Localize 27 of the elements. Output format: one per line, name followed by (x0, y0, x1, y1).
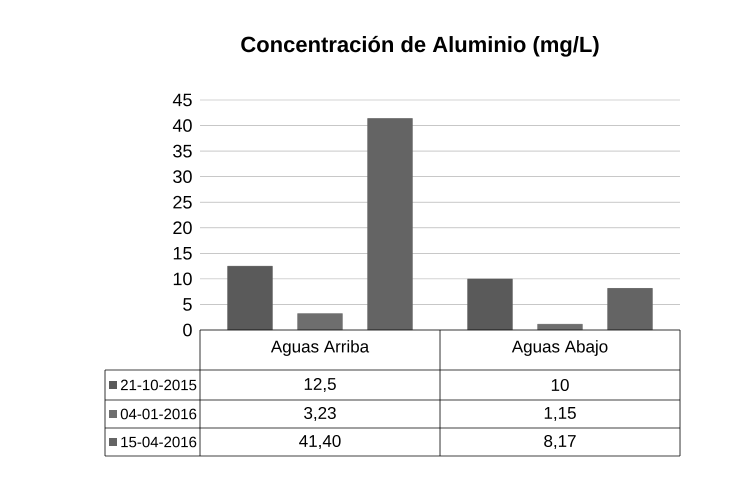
data-label: 41,40 (299, 434, 341, 450)
y-tick-label: 20 (173, 221, 192, 234)
data-label: 8,17 (544, 434, 576, 450)
y-tick-label: 0 (183, 324, 192, 336)
bar (297, 313, 343, 330)
y-tick-label: 40 (172, 119, 192, 132)
y-tick-label: 10 (174, 272, 192, 286)
legend-label: 21-10-2015 (120, 380, 196, 390)
y-tick-label: 35 (173, 144, 192, 158)
y-tick-label: 25 (173, 196, 192, 209)
y-tick-label: 45 (172, 94, 192, 106)
bar (227, 266, 273, 330)
y-tick-label: 30 (173, 170, 192, 184)
y-tick-label: 15 (174, 247, 192, 260)
data-label: 3,23 (304, 406, 336, 422)
data-label: 1,15 (544, 407, 576, 421)
data-label: 12,5 (304, 378, 336, 392)
chart-title: Concentración de Aluminio (mg/L) (241, 36, 599, 57)
bar (467, 278, 513, 330)
bar (367, 118, 413, 330)
x-tick-label: Aguas Abajo (512, 340, 608, 356)
legend-label: 15-04-2016 (121, 436, 196, 448)
data-label: 10 (552, 378, 569, 392)
x-tick-label: Aguas Arriba (270, 340, 370, 356)
bar (607, 288, 653, 330)
legend-label: 04-01-2016 (120, 408, 196, 420)
y-tick-label: 5 (183, 298, 192, 311)
